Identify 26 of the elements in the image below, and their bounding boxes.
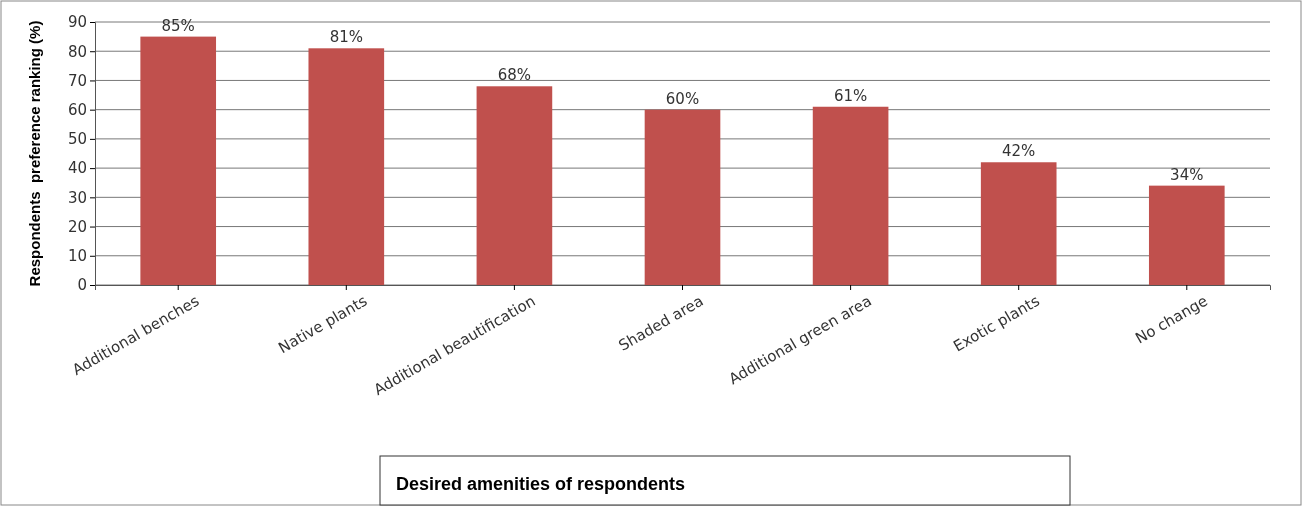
bar xyxy=(308,48,385,285)
data-label: 81% xyxy=(329,28,363,47)
bar xyxy=(1148,185,1225,285)
data-label: 42% xyxy=(1002,142,1036,161)
bar xyxy=(812,106,889,285)
y-tick-label: 0 xyxy=(77,276,87,295)
bar xyxy=(644,109,721,285)
data-label: 68% xyxy=(497,66,532,85)
y-tick-label: 50 xyxy=(67,130,87,149)
y-tick-label: 40 xyxy=(67,159,87,178)
bar xyxy=(980,162,1057,285)
data-label: 85% xyxy=(161,16,195,35)
bar xyxy=(476,86,553,285)
data-label: 61% xyxy=(833,86,868,105)
y-tick-label: 60 xyxy=(67,100,87,119)
y-axis-title: Respondents preference ranking (%) xyxy=(26,20,43,287)
y-tick-label: 80 xyxy=(67,42,87,61)
data-label: 60% xyxy=(665,89,700,108)
y-tick-label: 70 xyxy=(67,71,87,90)
bar xyxy=(140,36,217,285)
y-tick-label: 10 xyxy=(67,247,87,266)
data-label: 34% xyxy=(1170,165,1204,184)
y-tick-label: 90 xyxy=(67,13,87,32)
y-tick-label: 30 xyxy=(67,188,87,207)
y-tick-label: 20 xyxy=(67,217,87,236)
text: Desired amenities of respondents xyxy=(396,474,686,494)
